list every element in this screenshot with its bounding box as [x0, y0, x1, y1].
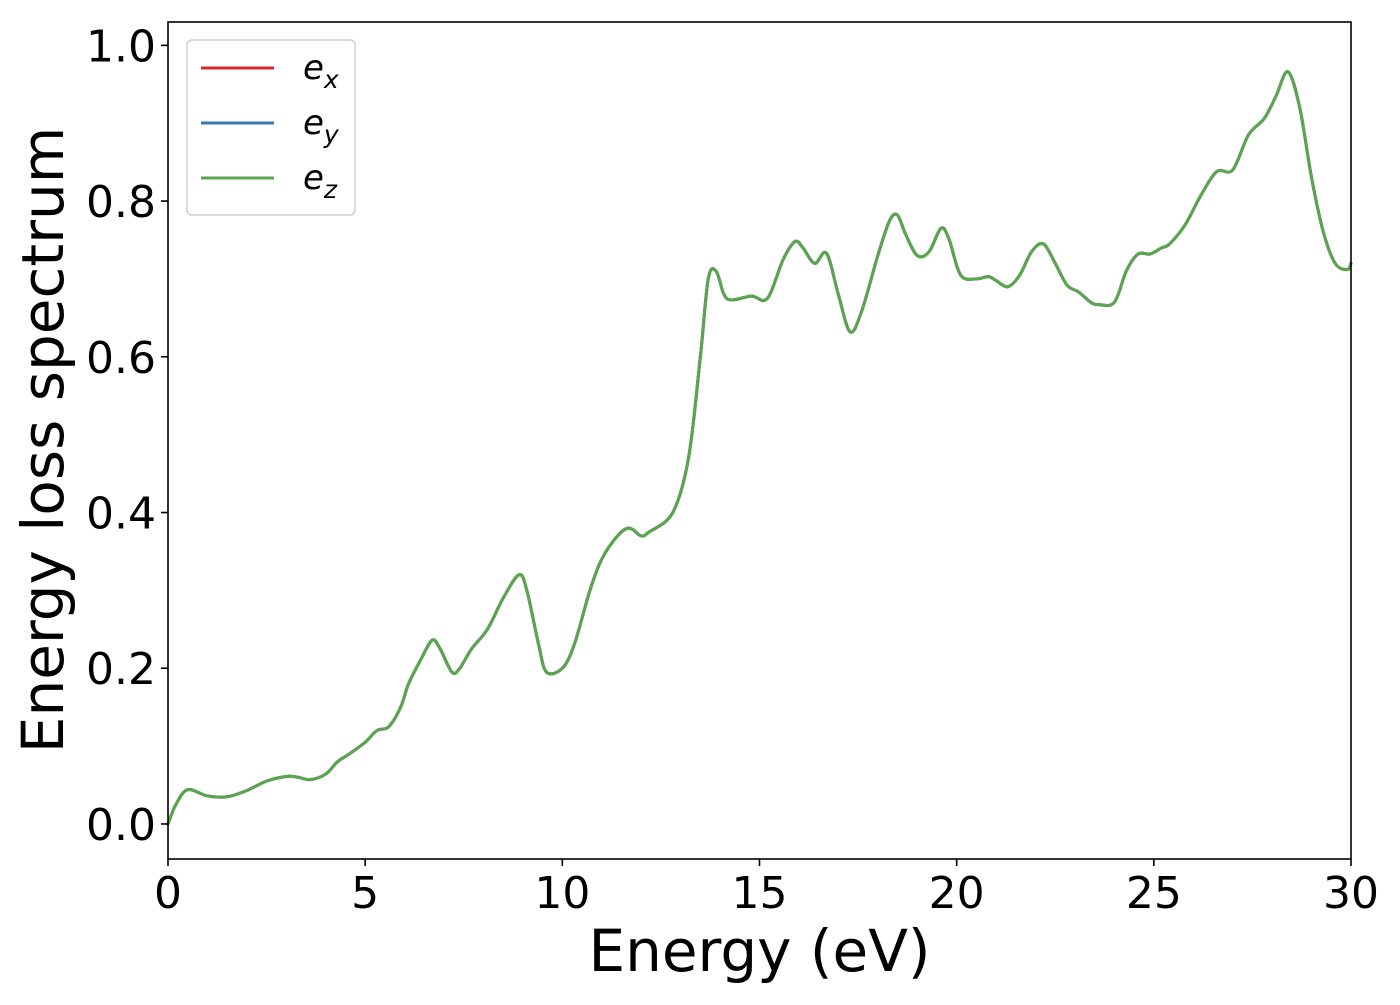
y-axis-ticks: 0.0 0.2 0.4 0.6 0.8 1.0 [86, 21, 168, 851]
legend-box [186, 39, 356, 216]
x-tick-label: 20 [929, 868, 985, 919]
y-tick-label: 0.4 [86, 489, 156, 540]
y-tick-label: 0.8 [86, 177, 156, 228]
x-tick-label: 10 [534, 868, 590, 919]
x-tick-label: 15 [732, 868, 788, 919]
x-axis-ticks: 0 5 10 15 20 25 30 [154, 859, 1379, 919]
y-tick-label: 1.0 [86, 21, 156, 72]
y-axis-title: Energy loss spectrum [9, 127, 77, 753]
x-axis-title: Energy (eV) [588, 917, 930, 985]
y-tick-label: 0.2 [86, 644, 156, 695]
series-layer [166, 70, 1353, 826]
x-tick-label: 30 [1323, 868, 1379, 919]
x-tick-label: 0 [154, 868, 182, 919]
x-tick-label: 5 [351, 868, 379, 919]
series-line-e-z [166, 70, 1353, 826]
y-tick-label: 0.6 [86, 333, 156, 384]
x-tick-label: 25 [1126, 868, 1182, 919]
y-tick-label: 0.0 [86, 800, 156, 851]
